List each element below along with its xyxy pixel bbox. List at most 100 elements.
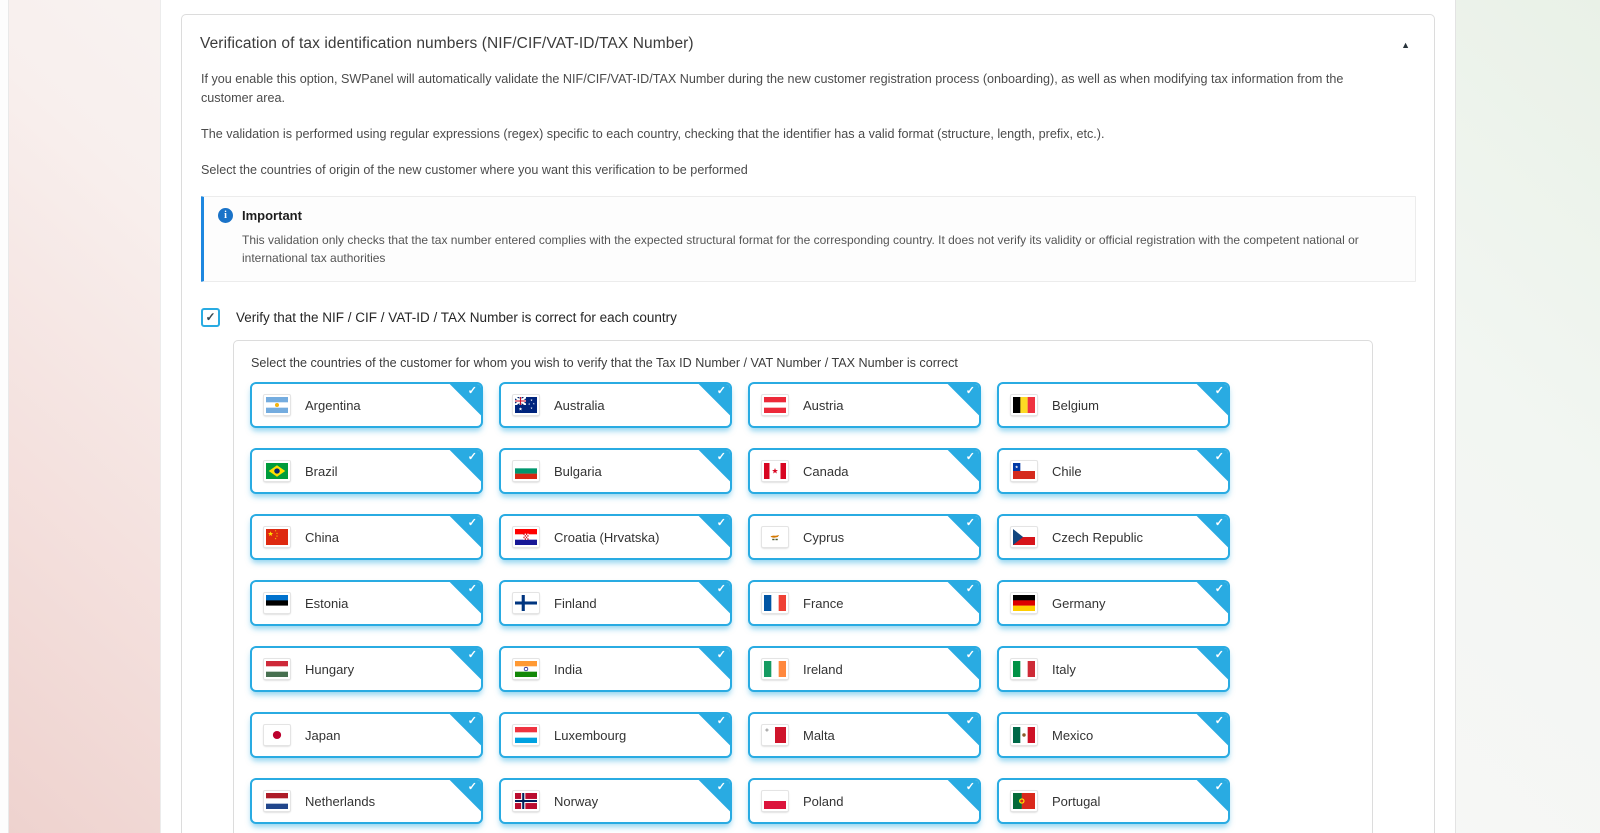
country-label: Poland: [803, 793, 844, 809]
country-tile-portugal[interactable]: Portugal ✓: [997, 778, 1230, 824]
checkmark-icon: ✓: [1214, 583, 1224, 595]
checkmark-icon: ✓: [965, 583, 975, 595]
page-title: Verification of tax identification numbe…: [200, 35, 694, 52]
country-tile-croatia-hrvatska[interactable]: Croatia (Hrvatska) ✓: [499, 514, 732, 560]
checkmark-icon: ✓: [716, 649, 726, 661]
verify-checkbox[interactable]: ✓: [201, 308, 220, 327]
malta-flag-icon: [762, 725, 788, 745]
argentina-flag-icon: [264, 395, 290, 415]
checkmark-icon: ✓: [716, 451, 726, 463]
mexico-flag-icon: [1011, 725, 1037, 745]
country-tile-cyprus[interactable]: Cyprus ✓: [748, 514, 981, 560]
croatia-hrvatska-flag-icon: [513, 527, 539, 547]
checkmark-icon: ✓: [467, 451, 477, 463]
hungary-flag-icon: [264, 659, 290, 679]
selector-instruction: Select the countries of the customer for…: [251, 356, 958, 370]
country-label: Austria: [803, 397, 844, 413]
netherlands-flag-icon: [264, 791, 290, 811]
bulgaria-flag-icon: [513, 461, 539, 481]
country-tile-luxembourg[interactable]: Luxembourg ✓: [499, 712, 732, 758]
country-tile-mexico[interactable]: Mexico ✓: [997, 712, 1230, 758]
cyprus-flag-icon: [762, 527, 788, 547]
checkmark-icon: ✓: [1214, 451, 1224, 463]
country-tile-estonia[interactable]: Estonia ✓: [250, 580, 483, 626]
norway-flag-icon: [513, 791, 539, 811]
country-tile-canada[interactable]: Canada ✓: [748, 448, 981, 494]
checkmark-icon: ✓: [467, 649, 477, 661]
country-tile-netherlands[interactable]: Netherlands ✓: [250, 778, 483, 824]
notice-header: i Important: [218, 208, 1399, 223]
country-tile-austria[interactable]: Austria ✓: [748, 382, 981, 428]
country-tile-australia[interactable]: Australia ✓: [499, 382, 732, 428]
checkmark-icon: ✓: [716, 715, 726, 727]
country-tile-belgium[interactable]: Belgium ✓: [997, 382, 1230, 428]
country-label: Argentina: [305, 397, 361, 413]
checkmark-icon: ✓: [1214, 385, 1224, 397]
checkmark-icon: ✓: [467, 385, 477, 397]
country-label: Ireland: [803, 661, 843, 677]
checkmark-icon: ✓: [716, 517, 726, 529]
country-label: Belgium: [1052, 397, 1099, 413]
country-label: Croatia (Hrvatska): [554, 529, 660, 545]
checkmark-icon: ✓: [965, 517, 975, 529]
country-label: Netherlands: [305, 793, 376, 809]
country-label: Norway: [554, 793, 599, 809]
country-tile-finland[interactable]: Finland ✓: [499, 580, 732, 626]
country-tile-bulgaria[interactable]: Bulgaria ✓: [499, 448, 732, 494]
country-label: Italy: [1052, 661, 1076, 677]
japan-flag-icon: [264, 725, 290, 745]
canada-flag-icon: [762, 461, 788, 481]
austria-flag-icon: [762, 395, 788, 415]
chevron-up-icon: ▲: [1401, 40, 1410, 50]
checkmark-icon: ✓: [467, 781, 477, 793]
country-label: Mexico: [1052, 727, 1094, 743]
country-label: Portugal: [1052, 793, 1101, 809]
notice-title: Important: [242, 208, 302, 223]
country-label: India: [554, 661, 583, 677]
country-label: China: [305, 529, 339, 545]
checkmark-icon: ✓: [965, 715, 975, 727]
country-tile-chile[interactable]: Chile ✓: [997, 448, 1230, 494]
country-tile-norway[interactable]: Norway ✓: [499, 778, 732, 824]
checkmark-icon: ✓: [716, 385, 726, 397]
czech-republic-flag-icon: [1011, 527, 1037, 547]
country-label: Luxembourg: [554, 727, 627, 743]
tax-verification-card: Verification of tax identification numbe…: [181, 14, 1435, 833]
checkmark-icon: ✓: [467, 517, 477, 529]
country-label: Hungary: [305, 661, 355, 677]
country-tile-argentina[interactable]: Argentina ✓: [250, 382, 483, 428]
country-tile-china[interactable]: China ✓: [250, 514, 483, 560]
country-tile-malta[interactable]: Malta ✓: [748, 712, 981, 758]
country-tile-germany[interactable]: Germany ✓: [997, 580, 1230, 626]
content-panel: Verification of tax identification numbe…: [160, 0, 1456, 833]
country-tile-hungary[interactable]: Hungary ✓: [250, 646, 483, 692]
checkmark-icon: ✓: [716, 781, 726, 793]
country-tile-italy[interactable]: Italy ✓: [997, 646, 1230, 692]
checkmark-icon: ✓: [1214, 649, 1224, 661]
luxembourg-flag-icon: [513, 725, 539, 745]
verify-checkbox-label[interactable]: Verify that the NIF / CIF / VAT-ID / TAX…: [236, 310, 677, 325]
country-tile-czech-republic[interactable]: Czech Republic ✓: [997, 514, 1230, 560]
card-body: If you enable this option, SWPanel will …: [200, 70, 1416, 833]
checkmark-icon: ✓: [1214, 517, 1224, 529]
country-label: Estonia: [305, 595, 349, 611]
country-tile-poland[interactable]: Poland ✓: [748, 778, 981, 824]
country-label: Chile: [1052, 463, 1082, 479]
country-tile-japan[interactable]: Japan ✓: [250, 712, 483, 758]
poland-flag-icon: [762, 791, 788, 811]
country-tile-ireland[interactable]: Ireland ✓: [748, 646, 981, 692]
checkmark-icon: ✓: [467, 583, 477, 595]
collapse-button[interactable]: ▲: [1397, 39, 1414, 52]
important-notice: i Important This validation only checks …: [201, 196, 1416, 282]
country-tile-india[interactable]: India ✓: [499, 646, 732, 692]
checkmark-icon: ✓: [467, 715, 477, 727]
chile-flag-icon: [1011, 461, 1037, 481]
france-flag-icon: [762, 593, 788, 613]
country-label: Canada: [803, 463, 849, 479]
country-tile-france[interactable]: France ✓: [748, 580, 981, 626]
verify-row: ✓ Verify that the NIF / CIF / VAT-ID / T…: [201, 308, 1416, 327]
description-paragraph-3: Select the countries of origin of the ne…: [201, 163, 748, 177]
country-label: France: [803, 595, 844, 611]
country-tile-brazil[interactable]: Brazil ✓: [250, 448, 483, 494]
